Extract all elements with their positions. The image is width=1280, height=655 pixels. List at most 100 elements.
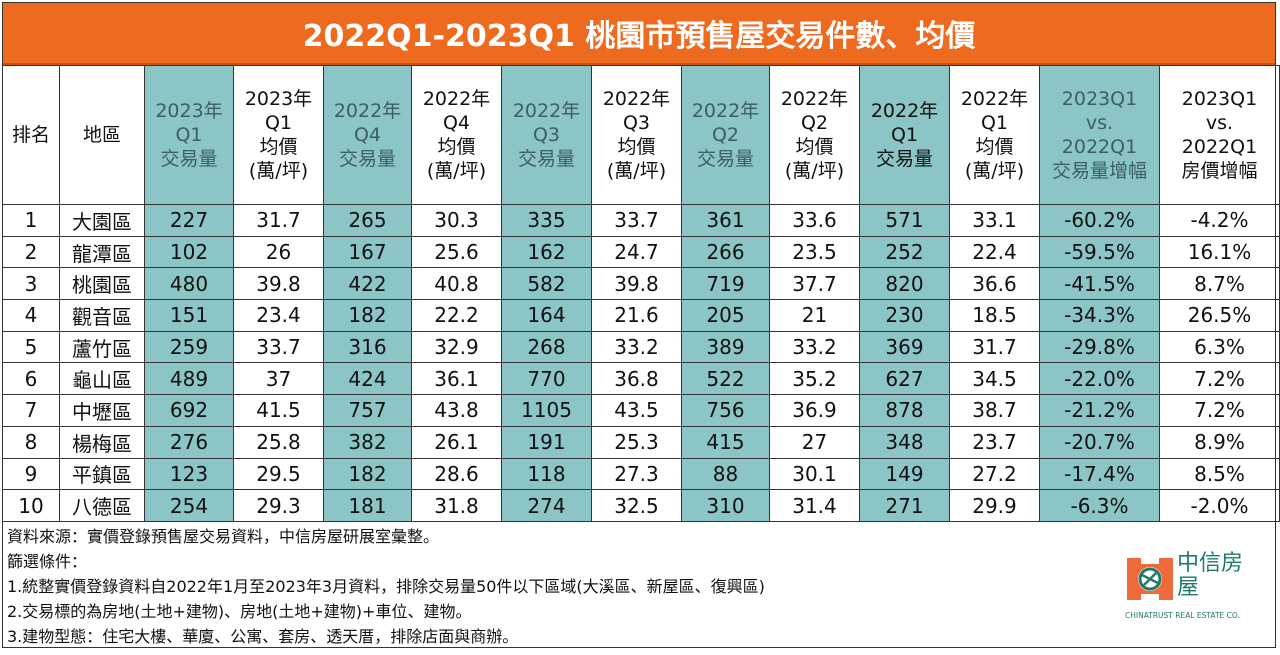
header-row: 排名 地區 2023年 Q1 交易量 2023年 Q1 均價 (萬/坪) 2022年 Q…	[2, 65, 1280, 205]
table-cell: 1	[2, 204, 60, 237]
table-cell: 252	[859, 235, 950, 269]
table-cell: 35.2	[769, 362, 860, 396]
table-row: 3 桃園區 480 39.8 422 40.8 582 39.8 719 37.7 820 36.6-…	[2, 267, 1280, 301]
table-cell: 205	[681, 299, 770, 332]
table-cell: -60.2%	[1039, 204, 1160, 237]
table-cell: 276	[144, 425, 234, 459]
table-cell: 28.6	[411, 457, 502, 491]
table-cell: 30.1	[769, 457, 860, 491]
table-cell: 316	[323, 330, 412, 364]
table-cell: 中壢區	[59, 394, 145, 427]
table-cell: 37.7	[769, 267, 860, 301]
table-cell: 29.9	[949, 489, 1040, 522]
table-cell: -4.2%	[1159, 204, 1280, 237]
table-cell: 蘆竹區	[59, 330, 145, 364]
table-cell: 415	[681, 425, 770, 459]
table-cell: 7	[2, 394, 60, 427]
table-cell: 10	[2, 489, 60, 522]
table-row: 2 龍潭區 102 26 167 25.6 162 24.7 266 23.5 252 22.4 -59…	[2, 235, 1280, 269]
table-cell: 182	[323, 457, 412, 491]
table-cell: 227	[144, 204, 234, 237]
table-cell: -41.5%	[1039, 267, 1160, 301]
table-cell: 162	[501, 235, 592, 269]
table-cell: 25.6	[411, 235, 502, 269]
table-row: 9 平鎮區 123 29.5 182 28.6 118 27.3 88 30.1 149 27.2 -1…	[2, 457, 1280, 491]
column-header: 2022年 Q2 交易量	[681, 65, 770, 205]
table-cell: 254	[144, 489, 234, 522]
table-cell: 25.3	[591, 425, 682, 459]
table-cell: 582	[501, 267, 592, 301]
table-cell: 大園區	[59, 204, 145, 237]
table-cell: 369	[859, 330, 950, 364]
source-note: 資料來源：實價登錄預售屋交易資料，中信房屋研展室彙整。	[7, 526, 440, 546]
table-cell: 觀音區	[59, 299, 145, 332]
table-cell: 422	[323, 267, 412, 301]
table-row: 8 楊梅區 276 25.8 382 26.1 191 25.3 415 27 348 23.7 -20…	[2, 425, 1280, 459]
globe-logo-icon	[1127, 557, 1173, 600]
filter-heading: 篩選條件：	[7, 551, 88, 571]
table-cell: -17.4%	[1039, 457, 1160, 491]
table-cell: 33.7	[591, 204, 682, 237]
table-cell: 桃園區	[59, 267, 145, 301]
table-row: 5 蘆竹區 259 33.7 316 32.9 268 33.2 389 33.2 369 31.7-…	[2, 330, 1280, 364]
table-cell: 23.5	[769, 235, 860, 269]
table-cell: 40.8	[411, 267, 502, 301]
data-table: 排名 地區 2023年 Q1 交易量 2023年 Q1 均價 (萬/坪) 2022年 Q…	[2, 65, 1280, 522]
table-cell: 167	[323, 235, 412, 269]
table-cell: 26.5%	[1159, 299, 1280, 332]
table-cell: 41.5	[233, 394, 324, 427]
table-cell: 23.7	[949, 425, 1040, 459]
table-cell: 88	[681, 457, 770, 491]
table-cell: 757	[323, 394, 412, 427]
table-cell: 26	[233, 235, 324, 269]
table-cell: 310	[681, 489, 770, 522]
table-row: 6 龜山區 489 37 424 36.1 770 36.8 522 35.2 627 34.5 -22…	[2, 362, 1280, 396]
table-cell: 38.7	[949, 394, 1040, 427]
table-cell: 27	[769, 425, 860, 459]
table-cell: 16.1%	[1159, 235, 1280, 269]
table-cell: 22.4	[949, 235, 1040, 269]
table-cell: 571	[859, 204, 950, 237]
table-cell: 878	[859, 394, 950, 427]
table-cell: 22.2	[411, 299, 502, 332]
table-cell: 8.7%	[1159, 267, 1280, 301]
table-cell: 3	[2, 267, 60, 301]
table-cell: 389	[681, 330, 770, 364]
table-cell: 770	[501, 362, 592, 396]
table-cell: 182	[323, 299, 412, 332]
table-cell: 151	[144, 299, 234, 332]
table-cell: -20.7%	[1039, 425, 1160, 459]
table-cell: 266	[681, 235, 770, 269]
table-cell: 756	[681, 394, 770, 427]
table-cell: 489	[144, 362, 234, 396]
table-cell: 33.2	[769, 330, 860, 364]
table-cell: 181	[323, 489, 412, 522]
table-row: 10 八德區 254 29.3 181 31.8 274 32.5 310 31.4 271 29.9…	[2, 489, 1280, 522]
table-cell: 259	[144, 330, 234, 364]
table-cell: 6	[2, 362, 60, 396]
column-header: 2023Q1 vs. 2022Q1 交易量增幅	[1039, 65, 1160, 205]
table-cell: 102	[144, 235, 234, 269]
table-cell: 5	[2, 330, 60, 364]
table-cell: 274	[501, 489, 592, 522]
table-cell: 164	[501, 299, 592, 332]
table-cell: 43.8	[411, 394, 502, 427]
table-cell: 335	[501, 204, 592, 237]
table-cell: 8.5%	[1159, 457, 1280, 491]
table-cell: 24.7	[591, 235, 682, 269]
table-cell: 32.9	[411, 330, 502, 364]
column-header: 地區	[59, 65, 145, 205]
table-cell: 26.1	[411, 425, 502, 459]
table-cell: 1105	[501, 394, 592, 427]
table-cell: 118	[501, 457, 592, 491]
table-cell: -6.3%	[1039, 489, 1160, 522]
table-cell: 8	[2, 425, 60, 459]
table-cell: 21.6	[591, 299, 682, 332]
table-cell: 34.5	[949, 362, 1040, 396]
table-cell: 29.5	[233, 457, 324, 491]
table-cell: 265	[323, 204, 412, 237]
table-cell: 31.8	[411, 489, 502, 522]
table-cell: 123	[144, 457, 234, 491]
table-cell: 480	[144, 267, 234, 301]
column-header: 2022年 Q2 均價 (萬/坪)	[769, 65, 860, 205]
